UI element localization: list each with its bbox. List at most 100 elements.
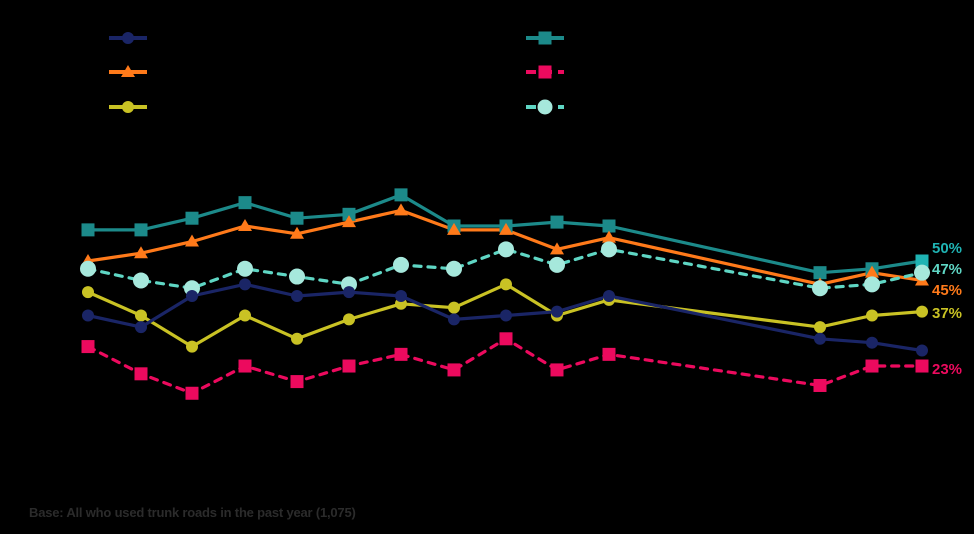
end-label-mint: 47%: [932, 261, 962, 278]
data-point-yellow: [916, 305, 928, 318]
data-point-pink: [394, 347, 408, 361]
plot-area: [80, 188, 930, 400]
data-point-navy: [135, 321, 147, 334]
data-point-pink: [602, 347, 616, 361]
data-point-yellow: [291, 332, 303, 345]
data-point-mint: [393, 256, 409, 273]
series-line-orange: [86, 208, 924, 286]
legend-item-teal: [526, 31, 564, 45]
data-point-navy: [866, 336, 878, 349]
data-point-pink: [185, 386, 199, 400]
data-point-pink: [447, 363, 461, 377]
data-point-yellow: [239, 309, 251, 322]
data-point-navy: [343, 286, 355, 299]
data-point-pink: [499, 332, 513, 346]
data-point-yellow: [500, 278, 512, 291]
data-point-teal: [134, 223, 148, 237]
data-point-navy: [551, 305, 563, 318]
legend-marker-icon: [122, 32, 134, 44]
data-point-teal: [185, 211, 199, 225]
data-point-pink: [290, 375, 304, 389]
data-point-orange: [602, 230, 616, 243]
legend-marker-icon: [538, 31, 552, 45]
data-point-mint: [812, 280, 828, 297]
series-line-pink: [86, 337, 924, 395]
end-label-yellow: 37%: [932, 305, 962, 322]
legend-item-mint: [526, 99, 564, 115]
legend-item-navy: [109, 32, 147, 44]
data-point-navy: [395, 290, 407, 303]
data-point-mint: [133, 272, 149, 289]
data-point-pink: [134, 367, 148, 381]
data-point-navy: [814, 332, 826, 345]
data-point-teal: [238, 196, 252, 210]
legend-item-yellow: [109, 101, 147, 113]
data-point-teal: [813, 266, 827, 280]
data-point-yellow: [814, 321, 826, 334]
series-line-yellow: [86, 282, 924, 349]
data-point-teal: [342, 207, 356, 221]
data-point-teal: [290, 211, 304, 225]
base-note: Base: All who used trunk roads in the pa…: [29, 505, 356, 520]
data-point-orange: [447, 222, 461, 235]
data-point-teal: [550, 215, 564, 229]
data-point-yellow: [866, 309, 878, 322]
data-point-pink: [81, 340, 95, 354]
data-point-yellow: [343, 313, 355, 326]
legend-marker-icon: [122, 101, 134, 113]
data-point-orange: [238, 218, 252, 231]
data-point-orange: [394, 203, 408, 216]
data-point-mint: [289, 268, 305, 285]
data-point-teal: [81, 223, 95, 237]
data-point-navy: [291, 290, 303, 303]
data-point-pink: [342, 359, 356, 373]
data-point-mint: [446, 260, 462, 277]
end-label-orange: 45%: [932, 282, 962, 299]
data-point-yellow: [135, 309, 147, 322]
data-point-orange: [499, 222, 513, 235]
data-point-orange: [185, 234, 199, 247]
data-point-mint: [80, 260, 96, 277]
data-point-pink: [550, 363, 564, 377]
series-line-navy: [86, 282, 924, 353]
chart-legend: [109, 31, 564, 115]
data-point-navy: [603, 290, 615, 303]
legend-marker-icon: [538, 65, 552, 79]
data-point-mint: [498, 241, 514, 258]
data-point-pink: [813, 378, 827, 392]
data-point-mint: [601, 241, 617, 258]
data-point-mint: [549, 256, 565, 273]
legend-marker-icon: [121, 65, 135, 77]
data-point-orange: [134, 246, 148, 259]
data-point-navy: [186, 290, 198, 303]
data-point-navy: [82, 309, 94, 322]
legend-item-pink: [526, 65, 564, 79]
data-point-orange: [290, 226, 304, 239]
data-point-orange: [342, 215, 356, 228]
end-value-labels: 45% 37% 50% 23% 47%: [932, 240, 962, 378]
data-point-orange: [550, 242, 564, 255]
series-line-mint: [86, 247, 924, 290]
data-point-teal: [602, 219, 616, 233]
data-point-yellow: [82, 286, 94, 299]
legend-item-orange: [109, 65, 147, 77]
data-point-mint: [914, 264, 930, 281]
data-point-navy: [239, 278, 251, 291]
data-point-navy: [500, 309, 512, 322]
data-point-yellow: [186, 340, 198, 353]
data-point-pink: [238, 359, 252, 373]
data-point-mint: [864, 276, 880, 293]
series-line-teal: [86, 193, 924, 275]
data-point-navy: [448, 313, 460, 326]
data-point-pink: [865, 359, 879, 373]
end-label-pink: 23%: [932, 361, 962, 378]
data-point-mint: [237, 260, 253, 277]
data-point-teal: [915, 254, 929, 268]
data-point-yellow: [448, 301, 460, 314]
data-point-pink: [915, 359, 929, 373]
data-point-navy: [916, 344, 928, 357]
legend-marker-icon: [537, 99, 553, 115]
data-point-teal: [394, 188, 408, 202]
data-point-orange: [865, 265, 879, 278]
